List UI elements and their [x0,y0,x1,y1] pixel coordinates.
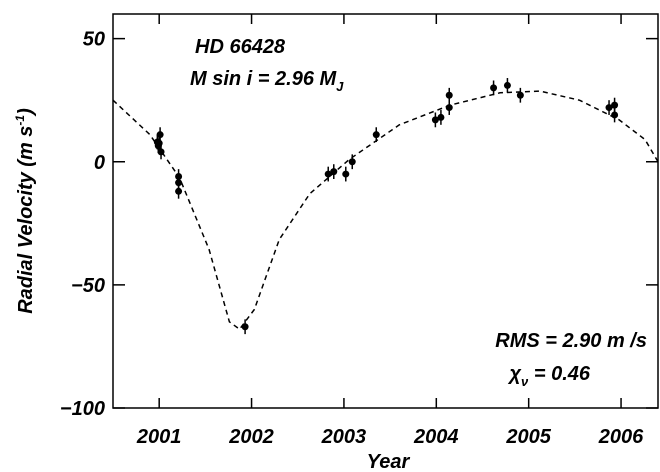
annotation-part: HD 66428 [195,36,286,58]
data-point [516,91,524,99]
annotation-part: χ [507,363,522,385]
data-point [605,104,613,112]
data-point [330,168,338,176]
annotation-part: J [336,79,344,94]
annotation: M sin i = 2.96 MJ [190,68,344,94]
annotation: HD 66428 [195,36,286,58]
data-point [175,179,183,187]
x-axis-label: Year [367,451,411,472]
x-tick-label: 2006 [598,426,644,448]
annotation-part: M sin i = 2.96 M [190,68,338,90]
data-point [348,158,356,166]
data-point [156,131,164,139]
x-tick-label: 2005 [505,426,551,448]
y-axis-label: Radial Velocity (m s-1) [13,108,37,314]
y-tick-label: −100 [60,398,105,420]
data-point [437,113,445,121]
data-point [342,170,350,178]
annotation: RMS = 2.90 m /s [495,330,647,352]
data-point [431,116,439,124]
annotation-part: = 0.46 [528,363,591,385]
y-axis-label-part: Radial Velocity (m s [15,126,37,314]
data-point [175,187,183,195]
y-tick-label: 0 [94,152,105,174]
data-point [445,91,453,99]
x-tick-label: 2004 [413,426,459,448]
data-point [611,101,619,109]
data-point [372,131,380,139]
data-point [503,81,511,89]
plot-frame [112,13,659,409]
y-axis-label-part: ) [15,108,37,117]
x-tick-label: 2001 [136,426,182,448]
data-point [324,170,332,178]
data-point [490,84,498,92]
y-tick-label: 50 [83,29,105,51]
model-curve [112,90,659,331]
annotation: χν = 0.46 [507,363,590,389]
annotation-part: ν [521,374,529,389]
x-tick-label: 2002 [228,426,274,448]
x-tick-label: 2003 [321,426,367,448]
y-tick-label: −50 [71,275,105,297]
y-axis-label-part: -1 [13,115,27,126]
annotation-part: RMS = 2.90 m /s [495,330,647,352]
